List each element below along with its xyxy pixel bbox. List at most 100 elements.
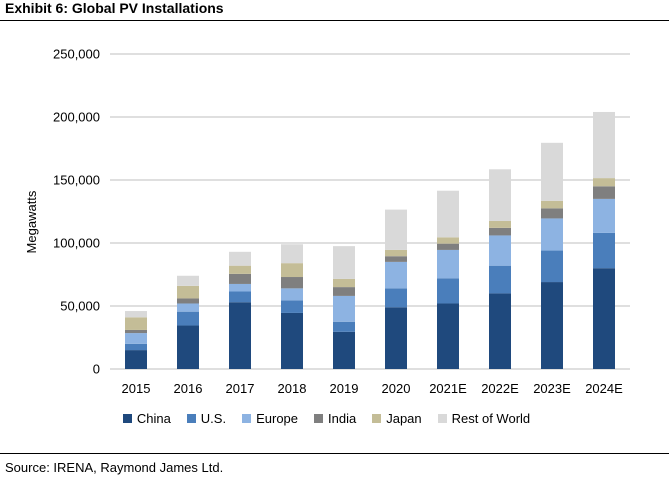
- bar-segment-u-s-: [177, 311, 199, 326]
- bar-segment-japan: [541, 200, 563, 209]
- x-axis: 2015 2016 2017 2018 2019 2020 2021E 2022E 2023E 2…: [122, 381, 624, 396]
- bar-segment-rest-of-world: [281, 244, 303, 264]
- legend-item: India: [314, 411, 356, 426]
- legend-label: Japan: [386, 410, 422, 426]
- x-tick-label: 2024E: [585, 381, 623, 396]
- bar-segment-india: [333, 287, 355, 296]
- bar-segment-japan: [125, 317, 147, 330]
- bar-segment-u-s-: [437, 278, 459, 304]
- bar-segment-india: [281, 277, 303, 289]
- bar-segment-china: [125, 350, 147, 369]
- y-tick-label: 150,000: [53, 173, 100, 188]
- legend-swatch: [122, 413, 132, 423]
- bar-segment-china: [593, 268, 615, 369]
- bar-segment-india: [385, 256, 407, 262]
- legend-item: China: [122, 410, 171, 426]
- legend-swatch: [186, 413, 196, 423]
- bar-segment-europe: [593, 198, 615, 233]
- y-tick-label: 100,000: [53, 236, 100, 251]
- bar-segment-u-s-: [385, 288, 407, 308]
- bar-segment-europe: [333, 295, 355, 322]
- legend-label: Europe: [256, 410, 299, 426]
- title-bar: Exhibit 6: Global PV Installations: [0, 0, 669, 21]
- y-axis: 0 50,000 100,000 150,000 200,000 250,000: [53, 47, 100, 377]
- bar-segment-europe: [437, 249, 459, 279]
- bar-segment-u-s-: [541, 250, 563, 283]
- bar-segment-india: [593, 186, 615, 199]
- bar-segment-china: [489, 293, 511, 369]
- bar-segment-india: [437, 243, 459, 250]
- bar-segment-japan: [437, 237, 459, 244]
- bar-segment-rest-of-world: [385, 209, 407, 250]
- bar-segment-china: [385, 307, 407, 369]
- bar-segment-india: [125, 329, 147, 334]
- x-tick-label: 2021E: [429, 381, 467, 396]
- bar-segment-rest-of-world: [437, 190, 459, 238]
- bar-segment-u-s-: [489, 265, 511, 294]
- bar-segment-china: [333, 331, 355, 369]
- bar-segment-u-s-: [125, 343, 147, 351]
- source-note: Source: IRENA, Raymond James Ltd.: [5, 460, 224, 475]
- legend-swatch: [242, 413, 252, 423]
- bar-segment-rest-of-world: [593, 111, 615, 179]
- bar-segment-rest-of-world: [541, 142, 563, 201]
- legend-item: Japan: [372, 410, 422, 426]
- y-tick-label: 250,000: [53, 47, 100, 62]
- x-tick-label: 2016: [174, 381, 203, 396]
- bar-segment-japan: [333, 278, 355, 288]
- x-tick-label: 2022E: [481, 381, 519, 396]
- bar-segment-europe: [385, 261, 407, 289]
- bar-segment-india: [229, 273, 251, 284]
- bar-segment-u-s-: [229, 291, 251, 303]
- bar-segment-china: [437, 303, 459, 369]
- legend-label: Rest of World: [451, 410, 531, 426]
- bar-segment-europe: [541, 218, 563, 251]
- bar-segment-u-s-: [593, 232, 615, 269]
- chart-title: Exhibit 6: Global PV Installations: [5, 0, 224, 16]
- bar-segment-japan: [593, 178, 615, 187]
- legend-swatch: [372, 413, 382, 423]
- bar-segment-u-s-: [281, 300, 303, 313]
- bar-segment-rest-of-world: [125, 311, 147, 318]
- bar-segment-china: [541, 282, 563, 369]
- bar-segment-japan: [489, 220, 511, 228]
- y-tick-label: 0: [93, 362, 100, 377]
- bar-segment-rest-of-world: [489, 169, 511, 221]
- x-tick-label: 2020: [382, 381, 411, 396]
- y-tick-label: 50,000: [60, 299, 100, 314]
- legend-label: India: [328, 410, 357, 426]
- x-tick-label: 2017: [226, 381, 255, 396]
- bar-segment-europe: [125, 333, 147, 344]
- legend: China U.S. Europe India Japan Rest of World: [0, 408, 669, 428]
- legend-label: U.S.: [200, 410, 227, 426]
- legend-item: Europe: [242, 411, 298, 426]
- bar-segment-japan: [385, 249, 407, 257]
- stacked-bar-chart: 2015 2016 2017 2018 2019 2020 2021E 2022E 2023E 2…: [24, 47, 630, 396]
- bar-segment-china: [281, 312, 303, 369]
- x-tick-label: 2015: [122, 381, 151, 396]
- x-tick-label: 2023E: [533, 381, 571, 396]
- legend-item: Rest of World: [437, 410, 531, 426]
- bar-segment-rest-of-world: [177, 275, 199, 286]
- bars: [125, 111, 615, 369]
- bar-segment-europe: [489, 235, 511, 266]
- legend-swatch: [314, 413, 324, 423]
- bar-segment-europe: [177, 303, 199, 312]
- bar-segment-japan: [177, 285, 199, 299]
- bar-segment-u-s-: [333, 321, 355, 332]
- bar-segment-europe: [229, 283, 251, 292]
- y-tick-label: 200,000: [53, 110, 100, 125]
- bar-segment-rest-of-world: [229, 251, 251, 266]
- x-tick-label: 2018: [278, 381, 307, 396]
- bar-segment-china: [177, 325, 199, 369]
- bar-segment-japan: [229, 265, 251, 274]
- bar-segment-india: [541, 208, 563, 219]
- bar-segment-japan: [281, 263, 303, 278]
- bar-segment-china: [229, 302, 251, 369]
- legend-label: China: [136, 410, 171, 426]
- bar-segment-india: [177, 298, 199, 304]
- footer-divider: [0, 453, 669, 454]
- bar-segment-india: [489, 227, 511, 236]
- bar-segment-europe: [281, 288, 303, 301]
- x-tick-label: 2019: [330, 381, 359, 396]
